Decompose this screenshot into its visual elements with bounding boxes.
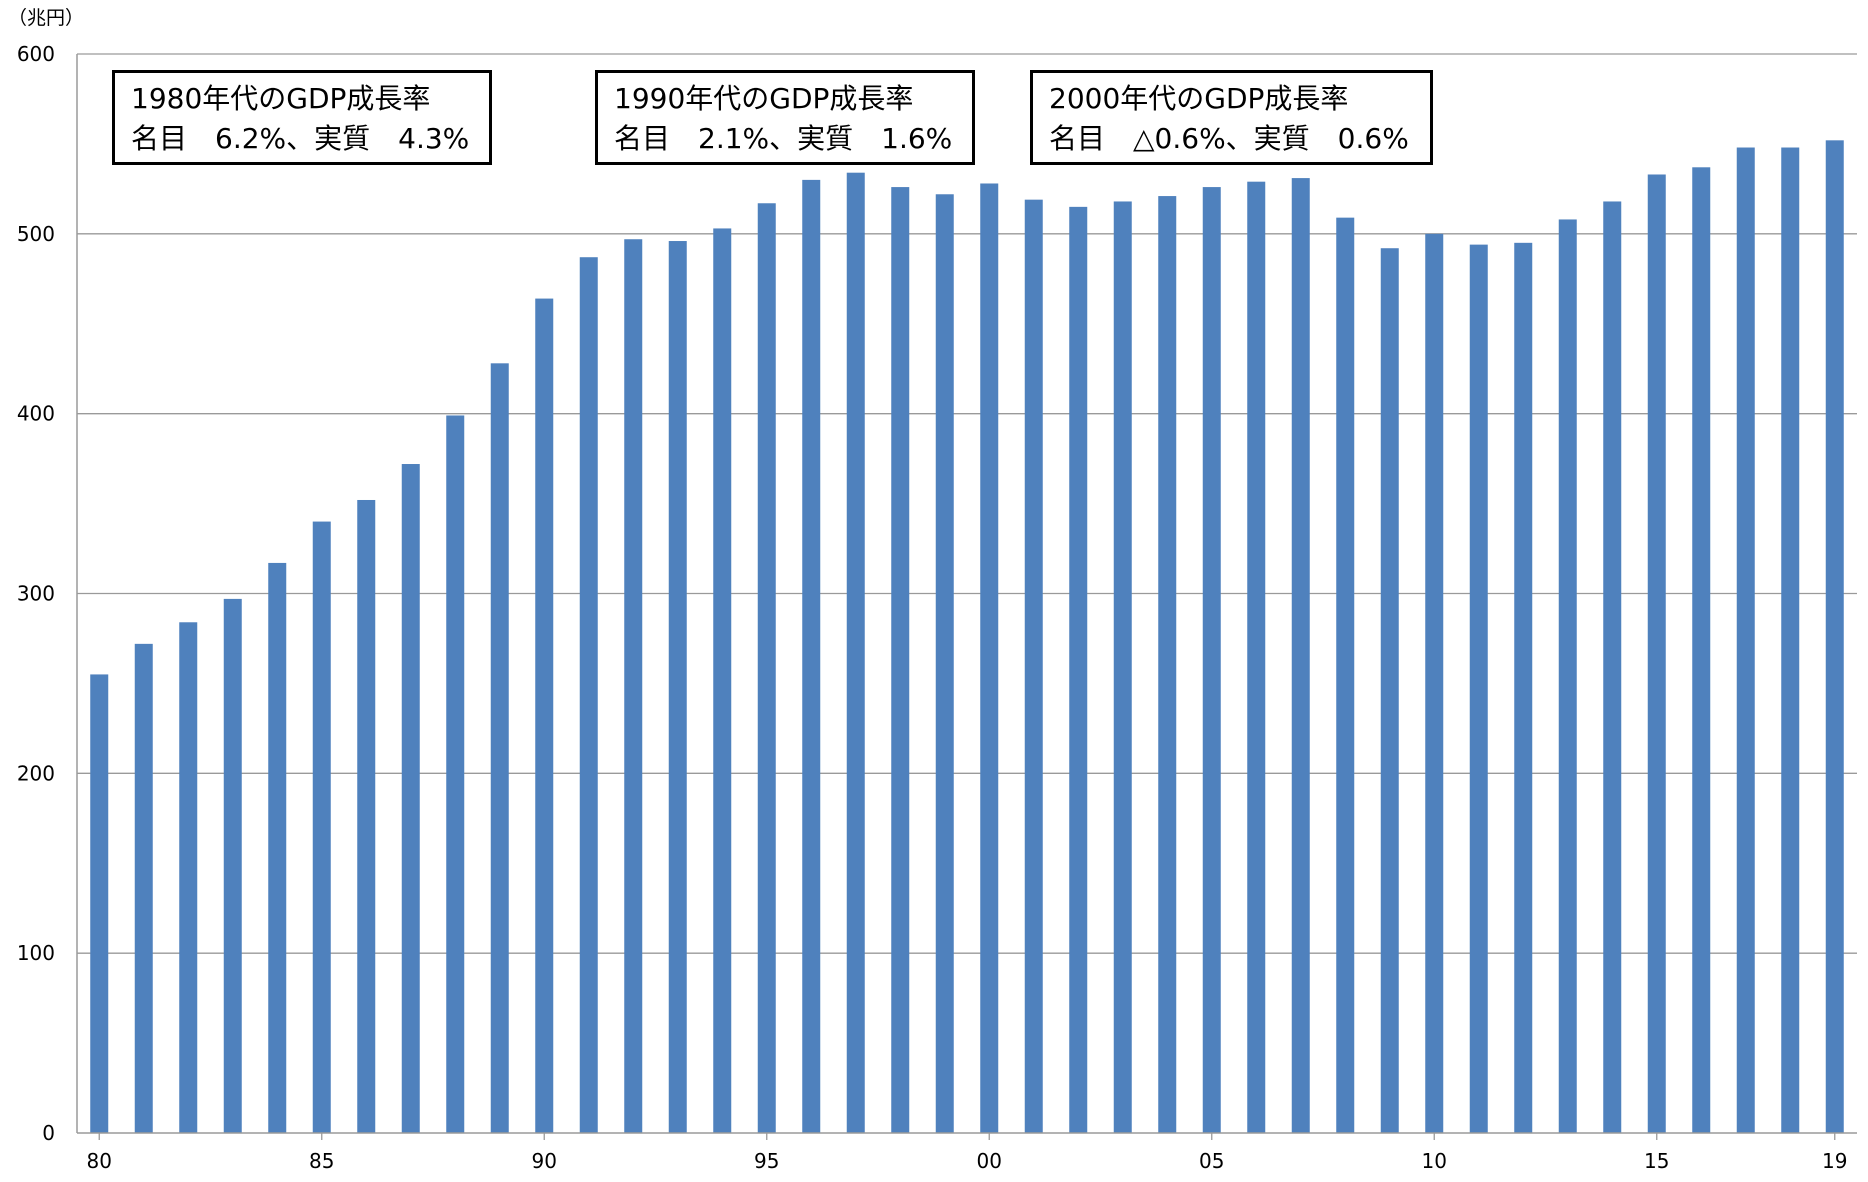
bar-94: [713, 228, 732, 1133]
bar-93: [668, 241, 687, 1133]
annotation-1990s-rates: 名目 2.1%、実質 1.6%: [614, 122, 953, 155]
bar-02: [1069, 206, 1088, 1133]
bar-81: [134, 643, 153, 1133]
bar-08: [1336, 217, 1355, 1134]
bar-17: [1736, 147, 1755, 1134]
bar-86: [357, 499, 376, 1133]
annotation-1990s-title: 1990年代のGDP成長率: [614, 82, 914, 115]
bar-95: [757, 203, 776, 1134]
y-axis-unit-label: （兆円）: [8, 7, 84, 29]
bar-98: [891, 187, 910, 1133]
annotation-box-1980s: 1980年代のGDP成長率 名目 6.2%、実質 4.3%: [112, 70, 492, 165]
bar-19: [1825, 140, 1844, 1133]
bar-90: [535, 298, 554, 1133]
y-axis-tick-labels: 0 100 200 300 400 500 600: [17, 42, 55, 1145]
bar-00: [980, 183, 999, 1134]
bar-18: [1781, 147, 1800, 1134]
y-tick-label: 0: [42, 1121, 55, 1145]
y-tick-label: 300: [17, 582, 55, 606]
y-tick-label: 100: [17, 941, 55, 965]
bar-09: [1380, 248, 1399, 1134]
bar-99: [935, 194, 954, 1133]
y-tick-label: 600: [17, 42, 55, 66]
bar-91: [579, 257, 598, 1133]
bar-04: [1158, 196, 1177, 1133]
bar-11: [1469, 244, 1488, 1133]
bar-84: [268, 562, 287, 1133]
x-tick-label: 19: [1822, 1149, 1847, 1173]
bar-85: [312, 521, 331, 1133]
bar-16: [1692, 167, 1711, 1134]
bar-97: [846, 172, 865, 1133]
x-axis: [76, 54, 1857, 1134]
annotation-2000s-rates: 名目 △0.6%、実質 0.6%: [1049, 122, 1409, 155]
bar-14: [1603, 201, 1622, 1134]
bar-12: [1514, 242, 1533, 1133]
x-axis-tick-labels: 80 85 90 95 00 05 10 15 19: [87, 1133, 1847, 1173]
x-tick-label: 00: [977, 1149, 1002, 1173]
bar-series: [90, 140, 1844, 1134]
x-tick-label: 10: [1422, 1149, 1447, 1173]
x-tick-label: 15: [1644, 1149, 1669, 1173]
gridlines: [77, 53, 1857, 954]
bar-96: [802, 179, 821, 1134]
bar-87: [401, 464, 420, 1133]
bar-01: [1024, 199, 1043, 1134]
bar-88: [446, 415, 465, 1134]
x-tick-label: 95: [754, 1149, 779, 1173]
annotation-1980s-title: 1980年代のGDP成長率: [131, 82, 431, 115]
annotation-box-2000s: 2000年代のGDP成長率 名目 △0.6%、実質 0.6%: [1030, 70, 1433, 165]
y-tick-label: 200: [17, 761, 55, 785]
bar-92: [624, 239, 643, 1133]
bar-89: [490, 363, 509, 1133]
bar-07: [1291, 178, 1310, 1133]
bar-05: [1202, 187, 1221, 1133]
bar-80: [90, 674, 109, 1133]
x-tick-label: 80: [87, 1149, 112, 1173]
annotation-1980s-rates: 名目 6.2%、実質 4.3%: [131, 122, 470, 155]
annotation-2000s-title: 2000年代のGDP成長率: [1049, 82, 1349, 115]
bar-15: [1647, 174, 1666, 1133]
annotation-box-1990s: 1990年代のGDP成長率 名目 2.1%、実質 1.6%: [595, 70, 975, 165]
bar-10: [1425, 233, 1444, 1134]
bar-06: [1247, 181, 1266, 1134]
y-tick-label: 500: [17, 222, 55, 246]
bar-82: [179, 622, 198, 1133]
y-tick-label: 400: [17, 402, 55, 426]
bar-83: [223, 598, 242, 1133]
x-tick-label: 90: [532, 1149, 557, 1173]
x-tick-label: 85: [309, 1149, 334, 1173]
x-tick-label: 05: [1199, 1149, 1224, 1173]
bar-13: [1558, 219, 1577, 1134]
bar-03: [1113, 201, 1132, 1134]
